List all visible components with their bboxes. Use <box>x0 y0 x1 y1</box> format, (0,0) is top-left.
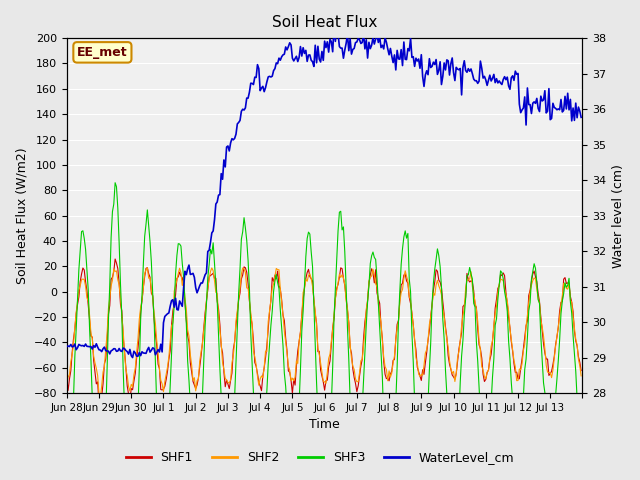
X-axis label: Time: Time <box>309 419 340 432</box>
Title: Soil Heat Flux: Soil Heat Flux <box>272 15 378 30</box>
Y-axis label: Water level (cm): Water level (cm) <box>612 164 625 267</box>
Y-axis label: Soil Heat Flux (W/m2): Soil Heat Flux (W/m2) <box>15 147 28 284</box>
Text: EE_met: EE_met <box>77 46 128 59</box>
Legend: SHF1, SHF2, SHF3, WaterLevel_cm: SHF1, SHF2, SHF3, WaterLevel_cm <box>120 446 520 469</box>
